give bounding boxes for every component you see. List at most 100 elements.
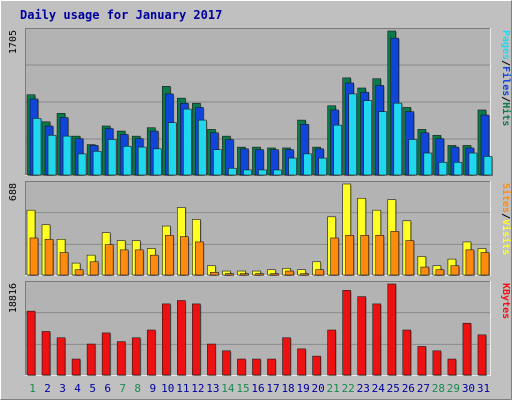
bar-sites-day-10 — [164, 235, 174, 276]
day-label-10: 10 — [161, 382, 174, 395]
legend-label: Pages/Files/Hits — [500, 30, 512, 126]
bar-sites-day-31 — [480, 252, 490, 276]
day-label-4: 4 — [74, 382, 81, 395]
bar-pages-day-8 — [137, 146, 147, 176]
bar-sites-day-17 — [270, 273, 279, 276]
bar-kbytes-day-29 — [447, 358, 457, 376]
bar-pages-day-23 — [363, 100, 373, 176]
legend-label: KBytes — [500, 283, 511, 319]
bar-sites-day-13 — [210, 272, 219, 276]
bar-sites-day-25 — [390, 231, 400, 276]
bar-sites-day-12 — [195, 241, 204, 276]
bar-shadow — [301, 274, 310, 276]
bar-kbytes-day-17 — [267, 358, 276, 376]
panel-hits-files-pages: 1705 Pages/Files/Hits — [8, 28, 512, 176]
bar-sites-day-5 — [89, 261, 99, 276]
bar-sites-day-21 — [330, 237, 339, 276]
bar-sites-day-15 — [240, 273, 249, 276]
day-label-23: 23 — [357, 382, 370, 395]
bar-sites-day-18 — [285, 270, 294, 276]
day-label-12: 12 — [191, 382, 204, 395]
bar-sites-day-20 — [315, 269, 324, 276]
day-label-16: 16 — [251, 382, 264, 395]
bar-shadow — [256, 274, 265, 276]
bar-sites-day-2 — [44, 238, 54, 276]
bar-sites-day-28 — [435, 269, 445, 276]
bar-sites-day-24 — [375, 235, 385, 276]
day-label-17: 17 — [266, 382, 279, 395]
day-label-31: 31 — [477, 382, 490, 395]
bar-kbytes-day-19 — [297, 348, 306, 376]
bar-kbytes-day-18 — [282, 337, 291, 376]
panel-visits-sites: 688 Sites/Visits — [8, 181, 512, 276]
day-label-28: 28 — [432, 382, 445, 395]
day-label-5: 5 — [89, 382, 96, 395]
bar-sites-day-23 — [360, 235, 370, 276]
bar-kbytes-day-30 — [462, 322, 472, 376]
day-label-11: 11 — [176, 382, 189, 395]
bar-kbytes-day-27 — [417, 346, 427, 376]
bar-sites-day-6 — [104, 244, 114, 276]
bar-kbytes-day-1 — [26, 310, 36, 376]
day-label-22: 22 — [342, 382, 355, 395]
bar-pages-day-22 — [348, 93, 357, 176]
bar-sites-day-27 — [420, 266, 430, 276]
bar-pages-day-9 — [152, 148, 162, 176]
bar-sites-day-19 — [300, 273, 309, 276]
legend-entry: Sites — [500, 183, 512, 213]
bar-kbytes-day-13 — [207, 343, 216, 376]
bar-pages-day-4 — [77, 153, 87, 176]
legend-entry: Files — [500, 66, 512, 96]
bar-sites-day-1 — [29, 237, 39, 276]
axis-max-label: 688 — [8, 183, 19, 201]
chart-title: Daily usage for January 2017 — [20, 8, 222, 22]
bar-kbytes-day-23 — [357, 296, 367, 376]
day-label-6: 6 — [104, 382, 111, 395]
legend-entry: / — [500, 60, 511, 66]
day-axis-labels: 1 2 3 4 5 6 7 8 9 10 11 12 13 14 15 16 17 18 19 20 21 22 23 24 2… — [29, 382, 490, 395]
day-label-25: 25 — [387, 382, 400, 395]
day-label-30: 30 — [462, 382, 475, 395]
bar-kbytes-day-5 — [86, 343, 96, 376]
bar-sites-day-26 — [405, 240, 415, 276]
bar-kbytes-day-2 — [41, 331, 51, 376]
legend-entry: Pages — [500, 30, 511, 60]
bar-kbytes-day-25 — [387, 283, 397, 376]
bar-pages-day-5 — [92, 151, 102, 176]
bar-sites-day-4 — [74, 269, 84, 276]
bar-pages-day-16 — [258, 169, 267, 176]
day-label-27: 27 — [417, 382, 430, 395]
day-label-1: 1 — [29, 382, 36, 395]
bar-sites-day-7 — [119, 249, 129, 276]
bar-sites-day-29 — [450, 265, 460, 276]
day-label-15: 15 — [236, 382, 249, 395]
legend-entry: Hits — [500, 102, 512, 126]
day-label-9: 9 — [149, 382, 156, 395]
bar-pages-day-18 — [288, 157, 297, 176]
day-label-3: 3 — [59, 382, 66, 395]
day-label-19: 19 — [296, 382, 309, 395]
bar-kbytes-day-6 — [101, 332, 111, 376]
bar-pages-day-24 — [378, 111, 388, 176]
bar-kbytes-day-14 — [222, 350, 231, 376]
axis-max-label: 1705 — [8, 30, 19, 54]
bar-sites-day-16 — [255, 273, 264, 276]
bar-pages-day-19 — [303, 153, 312, 176]
bar-kbytes-day-4 — [71, 358, 81, 376]
bar-sites-day-30 — [465, 249, 475, 276]
bar-sites-day-8 — [134, 249, 144, 276]
bar-pages-day-17 — [273, 169, 282, 176]
bar-kbytes-day-15 — [237, 358, 246, 376]
bar-sites-day-22 — [345, 235, 354, 276]
legend-entry: KBytes — [500, 283, 511, 319]
bar-pages-day-11 — [183, 108, 192, 176]
bar-kbytes-day-20 — [312, 355, 321, 376]
bar-kbytes-day-28 — [432, 350, 442, 376]
day-label-20: 20 — [312, 382, 325, 395]
legend-label: Sites/Visits — [500, 183, 512, 255]
day-label-7: 7 — [119, 382, 126, 395]
legend-entry: / — [500, 213, 511, 219]
bar-kbytes-day-8 — [131, 337, 141, 376]
